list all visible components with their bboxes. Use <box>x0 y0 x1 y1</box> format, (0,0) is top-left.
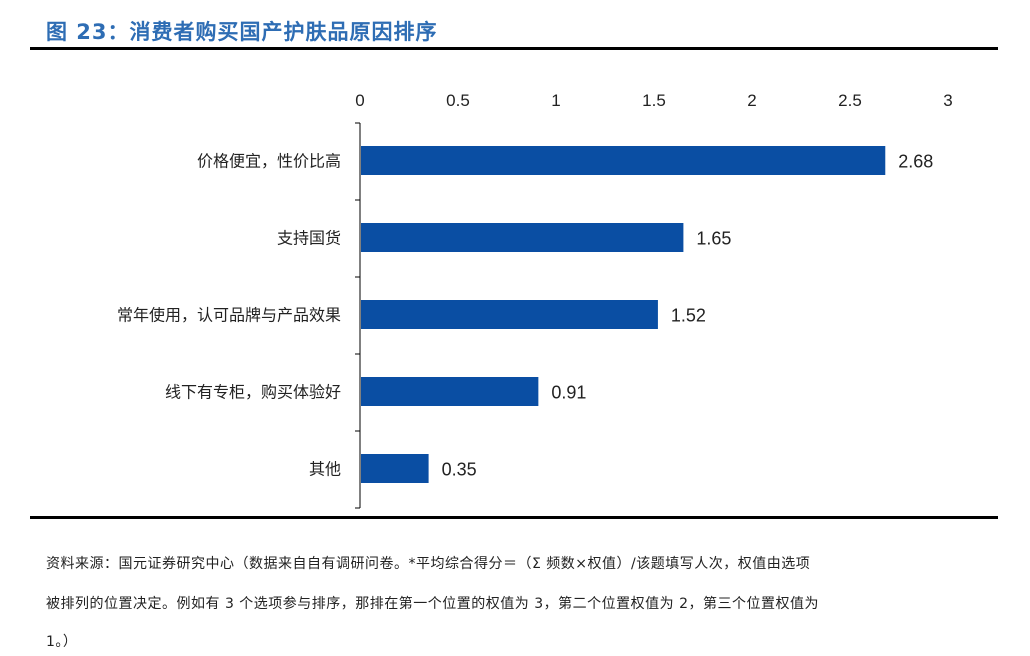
x-tick-label: 2.5 <box>838 91 862 110</box>
bar <box>361 223 684 252</box>
data-label: 0.35 <box>442 460 477 480</box>
bottom-rule <box>30 516 998 519</box>
category-label: 价格便宜，性价比高 <box>197 152 341 171</box>
bar <box>361 454 429 483</box>
source-note-line-3: 1。） <box>46 634 78 650</box>
x-tick-label: 1 <box>551 91 560 110</box>
top-rule <box>30 47 998 50</box>
category-label: 常年使用，认可品牌与产品效果 <box>117 306 341 325</box>
bar <box>361 300 658 329</box>
category-label: 其他 <box>309 460 341 479</box>
data-label: 1.52 <box>671 306 706 326</box>
x-tick-label: 2 <box>747 91 756 110</box>
source-note-line-2: 被排列的位置决定。例如有 3 个选项参与排序，那排在第一个位置的权值为 3，第二… <box>46 596 820 612</box>
category-label: 线下有专柜，购买体验好 <box>165 383 341 402</box>
x-tick-label: 3 <box>943 91 952 110</box>
category-label: 支持国货 <box>277 229 341 248</box>
x-tick-label: 0 <box>355 91 364 110</box>
data-label: 1.65 <box>696 229 731 249</box>
data-label: 0.91 <box>551 383 586 403</box>
source-note-line-1: 资料来源：国元证券研究中心（数据来自自有调研问卷。*平均综合得分＝（Σ 频数×权… <box>46 556 811 572</box>
bar <box>361 377 539 406</box>
bar <box>361 146 886 175</box>
figure-title: 图 23：消费者购买国产护肤品原因排序 <box>46 20 438 44</box>
x-tick-label: 1.5 <box>642 91 666 110</box>
x-tick-label: 0.5 <box>446 91 470 110</box>
data-label: 2.68 <box>898 152 933 172</box>
